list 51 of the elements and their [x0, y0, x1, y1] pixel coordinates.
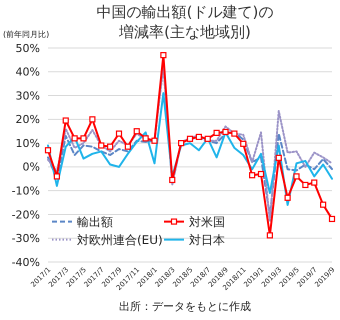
point [196, 134, 202, 140]
y-tick-label: -20% [12, 208, 40, 222]
chart-title: 中国の輸出額(ドル建て)の増減率(主な地域別) [96, 3, 274, 41]
point [214, 130, 220, 136]
point [222, 128, 229, 136]
y-tick-label: -40% [12, 256, 40, 269]
point [54, 173, 60, 180]
point [293, 173, 300, 180]
line-series [47, 92, 333, 206]
point [258, 170, 264, 178]
point [142, 135, 149, 142]
point [44, 147, 52, 154]
y-tick-label: -30% [12, 232, 40, 246]
point [178, 140, 184, 146]
point [62, 117, 69, 124]
y-tick-label: 50% [16, 42, 40, 55]
point [160, 52, 166, 58]
point [231, 130, 238, 137]
point [328, 216, 336, 222]
point [169, 176, 176, 184]
point [302, 182, 308, 188]
point [186, 136, 194, 142]
point [276, 154, 282, 161]
y-tick-label: 10% [16, 136, 40, 150]
point [320, 202, 326, 208]
y-tick-label: 30% [16, 89, 40, 102]
point [124, 144, 131, 150]
point [240, 140, 246, 147]
y-tick-label: 20% [16, 113, 40, 126]
point [98, 142, 104, 149]
point [151, 138, 158, 144]
point [266, 232, 273, 238]
point [284, 194, 291, 201]
legend-label: 対日本 [189, 232, 225, 247]
y-tick-label: -10% [12, 184, 40, 198]
legend-label: 対米国 [189, 214, 225, 229]
point [249, 172, 256, 178]
point [107, 144, 114, 150]
legend-label: 対欧州連合(EU) [77, 232, 163, 247]
legend-label: 輸出額 [77, 214, 113, 229]
y-tick-label: 0% [22, 160, 40, 174]
point [134, 128, 140, 134]
point [72, 135, 78, 142]
point [204, 136, 211, 142]
point [80, 135, 87, 142]
point [89, 116, 96, 122]
point [116, 130, 122, 137]
point [311, 179, 318, 186]
y-axis-title: (前年同月比) [3, 30, 50, 39]
y-tick-label: 40% [16, 66, 40, 79]
text: 出所：データをもとに作成 [119, 300, 251, 313]
